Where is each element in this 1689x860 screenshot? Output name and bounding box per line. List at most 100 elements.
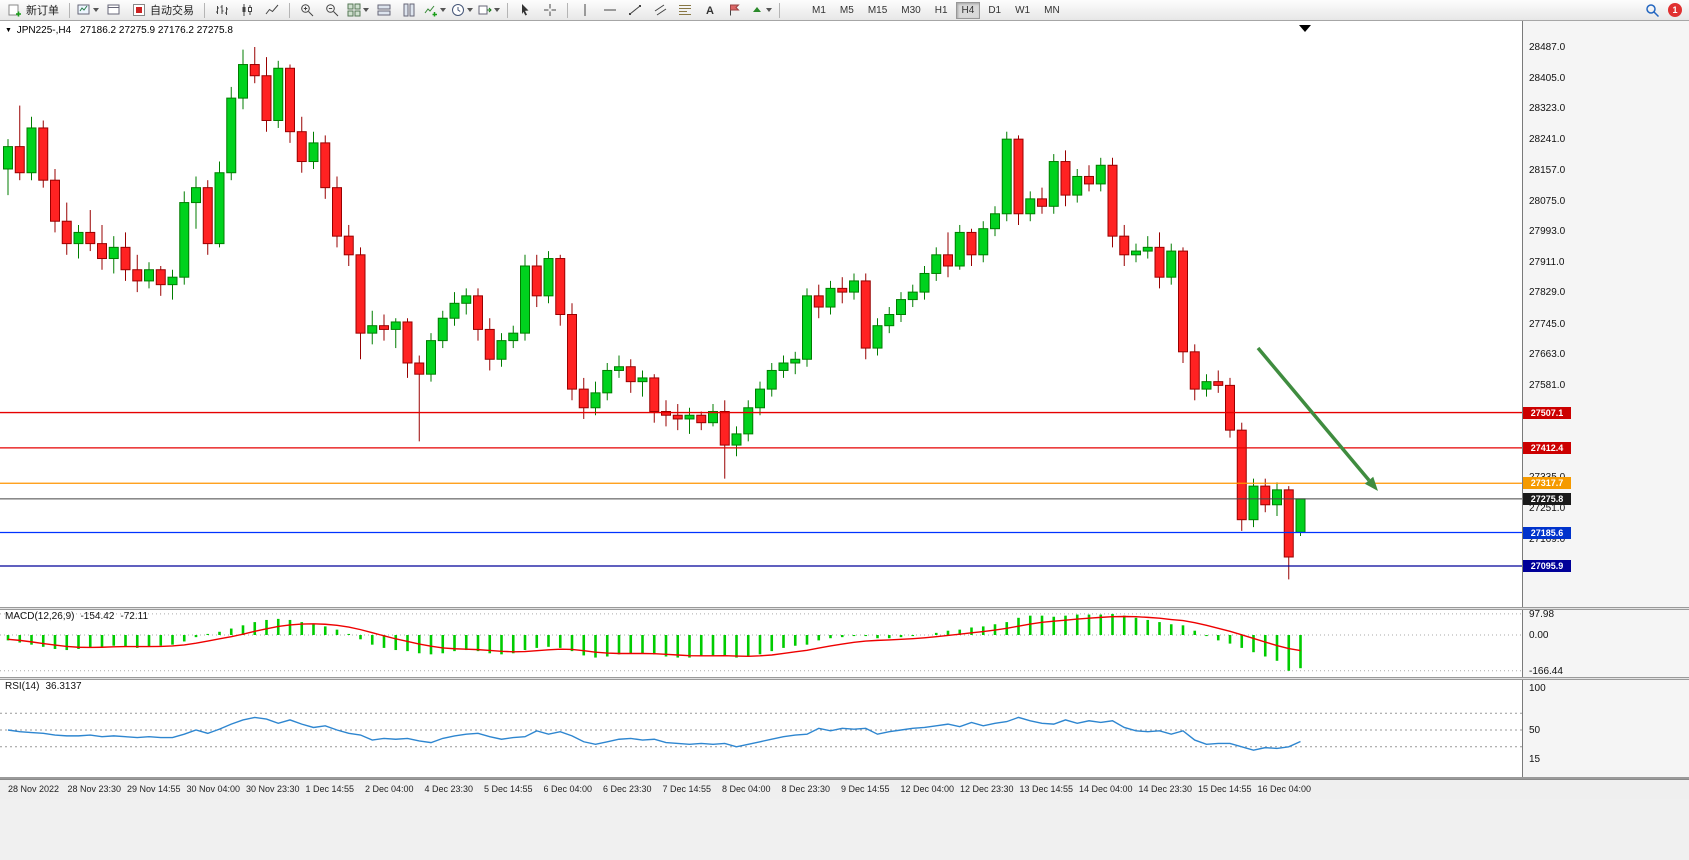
candle bbox=[355, 254, 366, 334]
line-price-tag: 27185.6 bbox=[1523, 526, 1571, 539]
timeframe-m15[interactable]: M15 bbox=[867, 4, 888, 16]
candle bbox=[1201, 381, 1212, 390]
time-axis-label: 2 Dec 04:00 bbox=[365, 784, 414, 794]
timeframe-d1[interactable]: D1 bbox=[988, 4, 1002, 16]
fibonacci-button[interactable] bbox=[673, 1, 697, 19]
price-axis[interactable]: 28487.0 28405.0 28323.0 28241.0 28157.0 28075… bbox=[1522, 21, 1689, 779]
rsi-tick-label: 100 bbox=[1529, 683, 1546, 694]
auto-trading-button[interactable]: 自动交易 bbox=[127, 1, 199, 19]
new-order-icon bbox=[8, 4, 21, 17]
current-price-tag: 27275.8 bbox=[1523, 492, 1571, 505]
zoom-in-button[interactable] bbox=[295, 1, 319, 19]
candle bbox=[308, 142, 319, 163]
time-axis-label: 9 Dec 14:55 bbox=[841, 784, 890, 794]
time-axis[interactable]: 28 Nov 2022 28 Nov 23:30 29 Nov 14:55 30 No… bbox=[0, 779, 1689, 799]
candle bbox=[1084, 175, 1094, 185]
candle bbox=[402, 321, 413, 364]
candle bbox=[1013, 138, 1024, 215]
new-order-button[interactable]: 新订单 bbox=[3, 1, 64, 19]
timeframe-m1[interactable]: M1 bbox=[812, 4, 826, 16]
timeframe-m30[interactable]: M30 bbox=[901, 4, 921, 16]
timeframe-m5[interactable]: M5 bbox=[839, 4, 854, 16]
vertical-line-button[interactable] bbox=[573, 1, 597, 19]
candle bbox=[390, 321, 401, 330]
arrange-horizontal-button[interactable] bbox=[372, 1, 396, 19]
line-chart-button[interactable] bbox=[260, 1, 284, 19]
trendline-button[interactable] bbox=[623, 1, 647, 19]
cursor-button[interactable] bbox=[513, 1, 537, 19]
candle bbox=[320, 142, 331, 189]
timeframe-w1[interactable]: W1 bbox=[1015, 4, 1031, 16]
timeframe-h4[interactable]: H4 bbox=[955, 1, 981, 19]
crosshair-button[interactable] bbox=[538, 1, 562, 19]
arrows-button[interactable] bbox=[748, 1, 774, 19]
timeframe-h1[interactable]: H1 bbox=[934, 4, 948, 16]
pane-splitter[interactable] bbox=[0, 607, 1689, 610]
candle bbox=[637, 377, 648, 383]
price-tick-label: 28405.0 bbox=[1529, 72, 1566, 84]
tile-windows-button[interactable] bbox=[345, 1, 371, 19]
window-list-button[interactable] bbox=[102, 1, 126, 19]
price-tick-label: 27993.0 bbox=[1529, 226, 1566, 238]
crosshair-icon bbox=[544, 4, 556, 16]
macd-canvas[interactable] bbox=[0, 610, 1522, 677]
rsi-name: RSI(14) bbox=[5, 681, 40, 692]
candle bbox=[520, 265, 530, 334]
text-button[interactable]: A bbox=[698, 1, 722, 19]
macd-pane[interactable] bbox=[0, 610, 1522, 677]
candle bbox=[296, 131, 307, 163]
charts-profile-button[interactable] bbox=[75, 1, 101, 19]
candle bbox=[461, 295, 472, 304]
line-price-tag: 27507.1 bbox=[1523, 406, 1571, 419]
pane-splitter[interactable] bbox=[0, 777, 1689, 779]
text-label-button[interactable] bbox=[723, 1, 747, 19]
macd-signal-value: -72.11 bbox=[120, 611, 149, 622]
rsi-canvas[interactable] bbox=[0, 680, 1522, 777]
time-axis-label: 28 Nov 2022 bbox=[8, 784, 60, 794]
bar-chart-button[interactable] bbox=[210, 1, 234, 19]
chart-collapse-icon[interactable]: ▼ bbox=[5, 27, 12, 34]
channel-button[interactable] bbox=[648, 1, 672, 19]
candle bbox=[555, 258, 566, 315]
price-tick-label: 28157.0 bbox=[1529, 165, 1566, 177]
template-button[interactable] bbox=[476, 1, 502, 19]
candle bbox=[26, 127, 37, 174]
search-button[interactable] bbox=[1640, 1, 1664, 19]
main-chart-pane[interactable] bbox=[0, 21, 1522, 607]
rsi-pane[interactable] bbox=[0, 680, 1522, 777]
candle bbox=[332, 187, 342, 237]
candle bbox=[132, 269, 143, 282]
zoom-out-button[interactable] bbox=[320, 1, 344, 19]
chart-shift-marker[interactable] bbox=[1299, 25, 1311, 32]
candle bbox=[38, 127, 49, 181]
chevron-down-icon bbox=[467, 8, 473, 12]
timeframe-mn[interactable]: MN bbox=[1044, 4, 1060, 16]
price-tick-label: 27581.0 bbox=[1529, 380, 1566, 391]
main-toolbar: 新订单 自动交易 bbox=[0, 0, 1689, 21]
candlestick-chart-button[interactable] bbox=[235, 1, 259, 19]
horizontal-line-button[interactable] bbox=[598, 1, 622, 19]
ohlc-bars-icon bbox=[216, 5, 228, 15]
rsi-label: RSI(14) 36.3137 bbox=[5, 681, 88, 692]
candle bbox=[954, 231, 965, 267]
period-button[interactable] bbox=[449, 1, 475, 19]
arrange-horizontal-icon bbox=[377, 4, 391, 16]
candle bbox=[978, 228, 989, 256]
rsi-line bbox=[7, 716, 1301, 751]
candle bbox=[167, 276, 178, 286]
time-axis-label: 14 Dec 23:30 bbox=[1138, 784, 1193, 794]
pane-splitter[interactable] bbox=[0, 677, 1689, 680]
price-tick-label: 28075.0 bbox=[1529, 195, 1566, 207]
candle bbox=[1295, 498, 1306, 533]
trend-arrow[interactable] bbox=[1256, 346, 1371, 482]
candle bbox=[437, 317, 448, 342]
time-axis-label: 30 Nov 04:00 bbox=[186, 784, 241, 794]
candle bbox=[1001, 138, 1012, 215]
price-chart-canvas[interactable] bbox=[0, 21, 1522, 607]
notification-badge[interactable]: 1 bbox=[1668, 3, 1682, 17]
arrange-vertical-button[interactable] bbox=[397, 1, 421, 19]
time-axis-label: 28 Nov 23:30 bbox=[67, 784, 122, 794]
add-indicator-button[interactable] bbox=[422, 1, 448, 19]
svg-text:A: A bbox=[706, 5, 714, 17]
trend-arrow-head[interactable] bbox=[1364, 476, 1378, 491]
